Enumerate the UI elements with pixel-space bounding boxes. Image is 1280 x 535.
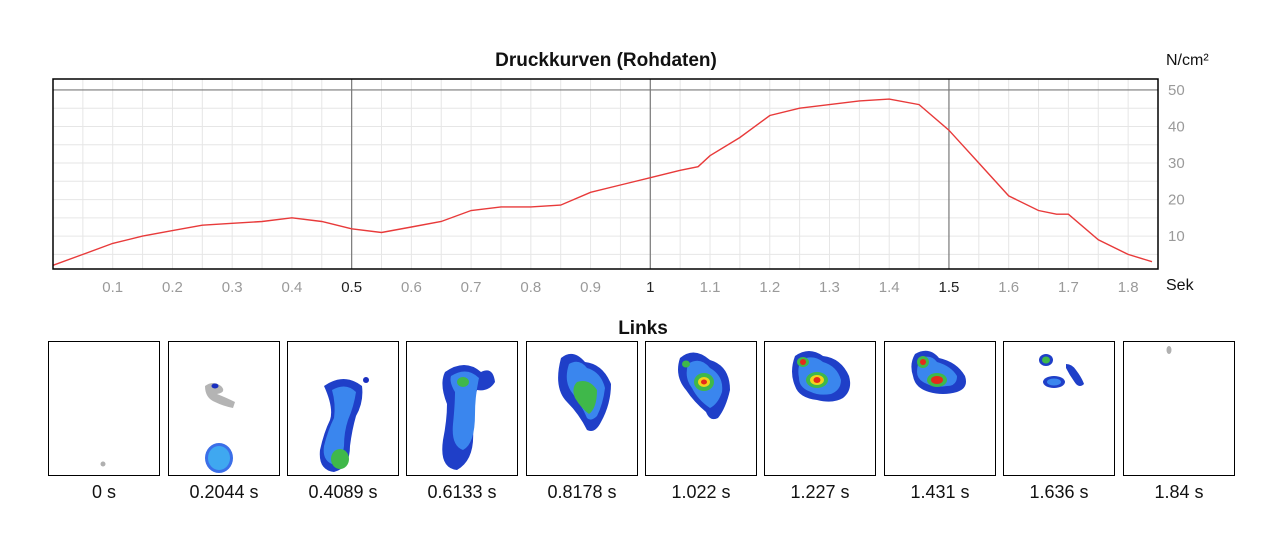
footprint-heatmap [1166, 346, 1172, 354]
footprint-frame[interactable] [884, 341, 996, 476]
frame-time-label: 0.8178 s [547, 482, 617, 502]
chart-title: Druckkurven (Rohdaten) [495, 50, 717, 71]
x-tick-label: 0.3 [222, 279, 243, 296]
footprint-heatmap [319, 377, 369, 472]
footprint-frame[interactable] [168, 341, 280, 476]
x-tick-label: 1.7 [1058, 279, 1079, 296]
footprint-heatmap [100, 461, 106, 467]
x-unit-label: Sek [1166, 277, 1194, 294]
x-tick-label: 0.2 [162, 279, 183, 296]
frame-time-label: 0.4089 s [308, 482, 378, 502]
footprint-frame[interactable] [48, 341, 160, 476]
footprint-frame[interactable] [1123, 341, 1235, 476]
frame-time-label: 0.6133 s [427, 482, 497, 502]
x-tick-label: 0.4 [281, 279, 302, 296]
x-tick-label: 0.6 [401, 279, 422, 296]
footprint-heatmap [205, 383, 235, 473]
x-tick-label: 1.4 [879, 279, 900, 296]
y-tick-label: 30 [1168, 155, 1185, 172]
y-tick-label: 50 [1168, 82, 1185, 99]
x-tick-label: 1 [646, 279, 654, 296]
y-tick-label: 10 [1168, 228, 1185, 245]
x-tick-label: 0.5 [341, 279, 362, 296]
frame-time-label: 1.84 s [1154, 482, 1204, 502]
x-tick-label: 0.8 [520, 279, 541, 296]
pressure-chart: 0.1 0.2 0.3 0.4 0.5 0.6 0.7 0.8 0.9 1 1.1 1.2 1.3 1.4… [52, 78, 1185, 296]
footprint-heatmap [442, 365, 495, 470]
footprint-frame[interactable] [526, 341, 638, 476]
footprint-frame[interactable] [764, 341, 876, 476]
footprint-frame[interactable] [645, 341, 757, 476]
footprint-frames: 0 s 0.2044 s 0.4089 s 0.6133 s [48, 341, 1238, 511]
x-tick-label: 1.6 [998, 279, 1019, 296]
frame-time-label: 1.227 s [790, 482, 850, 502]
chart-grid [53, 79, 1158, 269]
pressure-curve [52, 98, 1153, 266]
x-tick-label: 0.9 [580, 279, 601, 296]
x-tick-label: 1.2 [759, 279, 780, 296]
frame-time-label: 1.022 s [671, 482, 731, 502]
footprint-frame[interactable] [1003, 341, 1115, 476]
section-title-links: Links [618, 318, 668, 339]
x-tick-label: 1.8 [1118, 279, 1139, 296]
y-unit-label: N/cm² [1166, 52, 1209, 69]
x-tick-label: 0.1 [102, 279, 123, 296]
footprint-heatmap [1039, 354, 1084, 388]
footprint-heatmap [911, 350, 966, 394]
footprint-frame[interactable] [287, 341, 399, 476]
frame-time-label: 1.636 s [1029, 482, 1089, 502]
frame-time-label: 0 s [91, 482, 116, 502]
footprint-heatmap [558, 353, 611, 431]
y-tick-label: 40 [1168, 119, 1185, 136]
footprint-heatmap [792, 351, 851, 402]
chart-ticks: 0.1 0.2 0.3 0.4 0.5 0.6 0.7 0.8 0.9 1 1.1 1.2 1.3 1.4… [102, 82, 1184, 296]
x-tick-label: 1.5 [939, 279, 960, 296]
frame-time-label: 1.431 s [910, 482, 970, 502]
y-tick-label: 20 [1168, 192, 1185, 209]
x-tick-label: 0.7 [461, 279, 482, 296]
footprint-frame[interactable] [406, 341, 518, 476]
x-tick-label: 1.1 [700, 279, 721, 296]
plot-area [52, 78, 1159, 270]
footprint-heatmap [678, 352, 730, 420]
frame-time-label: 0.2044 s [189, 482, 259, 502]
x-tick-label: 1.3 [819, 279, 840, 296]
